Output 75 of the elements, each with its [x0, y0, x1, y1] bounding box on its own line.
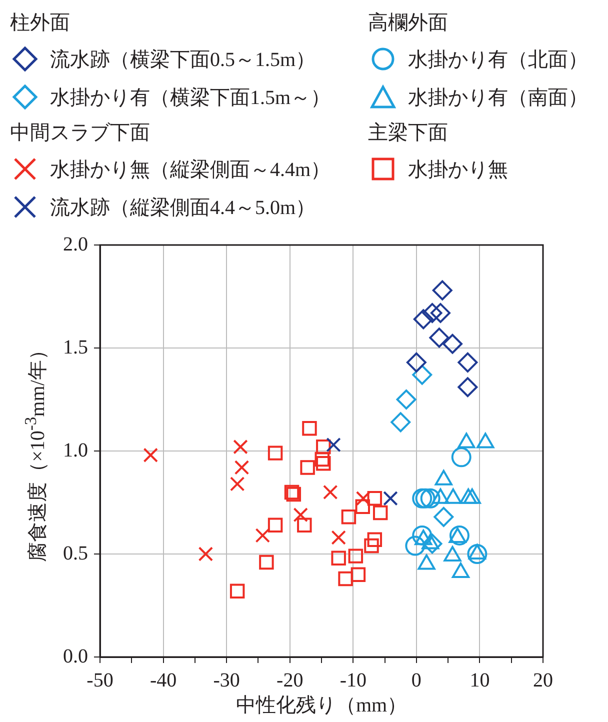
point [367, 532, 382, 547]
point [367, 491, 382, 506]
point [430, 302, 450, 323]
legend-label: 水掛かり有（北面） [408, 48, 588, 72]
point [255, 528, 270, 543]
y-tick-label: 1.5 [63, 336, 88, 358]
point [268, 518, 283, 533]
legend-label: 流水跡（縦梁側面4.4～5.0m） [50, 196, 316, 220]
point [350, 567, 366, 582]
x-tick-label: -50 [86, 669, 114, 692]
point [355, 499, 370, 514]
point [322, 484, 338, 500]
point [300, 460, 315, 475]
point [338, 571, 353, 586]
point [420, 488, 440, 508]
legend-label: 水掛かり有（南面） [408, 86, 588, 110]
x-tick-label: -20 [276, 669, 304, 692]
point [316, 440, 331, 454]
point [432, 280, 452, 300]
text: 中間スラブ下面 [10, 121, 151, 146]
x-tick-label: 20 [533, 669, 553, 692]
point [326, 437, 341, 452]
x-tick-label: -10 [340, 669, 366, 692]
point [348, 548, 364, 564]
point [230, 584, 245, 598]
legend-label: 水掛かり有（横梁下面1.5m～） [50, 86, 331, 110]
point [429, 328, 450, 348]
x-tick-label: 10 [470, 669, 490, 692]
point [234, 460, 250, 475]
x-tick-label: -30 [213, 669, 240, 692]
point [302, 420, 317, 436]
point [233, 440, 248, 454]
point [314, 452, 330, 467]
point [341, 510, 356, 524]
legend-label: 水掛かり無 [408, 158, 508, 182]
point [331, 550, 346, 566]
point [259, 554, 274, 570]
point [293, 507, 308, 522]
point [413, 309, 434, 330]
legend-label: 流水跡（横梁下面0.5～1.5m） [50, 48, 316, 72]
point [406, 352, 426, 372]
point [297, 518, 312, 533]
point [364, 538, 379, 554]
point [396, 390, 416, 410]
point [268, 446, 283, 460]
point [412, 364, 432, 385]
y-tick-label: 1.0 [63, 439, 88, 462]
y-tick-label: 0.5 [63, 542, 88, 564]
text: 主梁下面 [368, 121, 449, 146]
point [451, 447, 472, 468]
x-tick-label: -40 [150, 669, 177, 692]
y-tick-label: 0.0 [63, 645, 88, 668]
point [422, 302, 442, 323]
legend-label: 水掛かり無（縦梁側面～4.4m） [50, 158, 331, 182]
y-tick-label: 2.0 [63, 233, 88, 256]
point [230, 476, 245, 492]
point [372, 505, 388, 520]
point [383, 491, 398, 506]
point [422, 534, 442, 554]
point [467, 544, 488, 564]
text: 高欄外面 [368, 11, 449, 36]
text: 柱外面 [10, 11, 71, 36]
x-axis-title: 中性化残り（mm） [236, 694, 408, 716]
point [458, 352, 478, 372]
point [412, 525, 432, 546]
point [434, 506, 454, 527]
point [390, 412, 411, 432]
point [458, 377, 478, 398]
point [198, 546, 214, 562]
point [405, 536, 426, 556]
x-tick-label: 0 [411, 669, 422, 692]
point [331, 530, 346, 545]
point [316, 456, 331, 471]
point [442, 334, 462, 354]
point [143, 448, 158, 462]
